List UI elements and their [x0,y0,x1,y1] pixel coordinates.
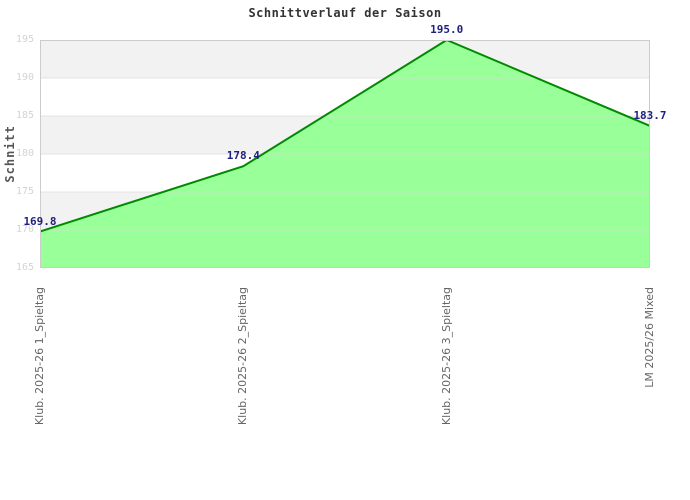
y-tick-label: 190 [15,72,34,83]
x-category-label: Klub. 2025-26 2_Spieltag [236,287,250,426]
plot-border [40,40,650,268]
x-category-label: Klub. 2025-26 1_Spieltag [33,287,46,426]
y-tick-label: 165 [15,262,34,273]
y-tick-label: 195 [15,34,34,45]
y-tick-label: 185 [15,110,34,121]
plot-band [40,40,650,78]
plot-area [40,40,650,268]
point-value-label: 183.7 [633,108,667,122]
point-value-label: 195.0 [430,23,464,36]
y-tick-label: 180 [15,148,34,159]
y-tick-label: 170 [15,224,34,235]
series-line [40,40,650,233]
x-category-label: LM 2025/26 Mixed [643,287,656,388]
point-value-label: 178.4 [226,149,260,163]
x-category-label: Klub. 2025-26 3_Spieltag [439,287,453,426]
chart-title: Schnittverlauf der Saison [248,6,442,20]
y-tick-label: 175 [15,186,34,197]
point-value-label: 169.8 [23,214,57,228]
